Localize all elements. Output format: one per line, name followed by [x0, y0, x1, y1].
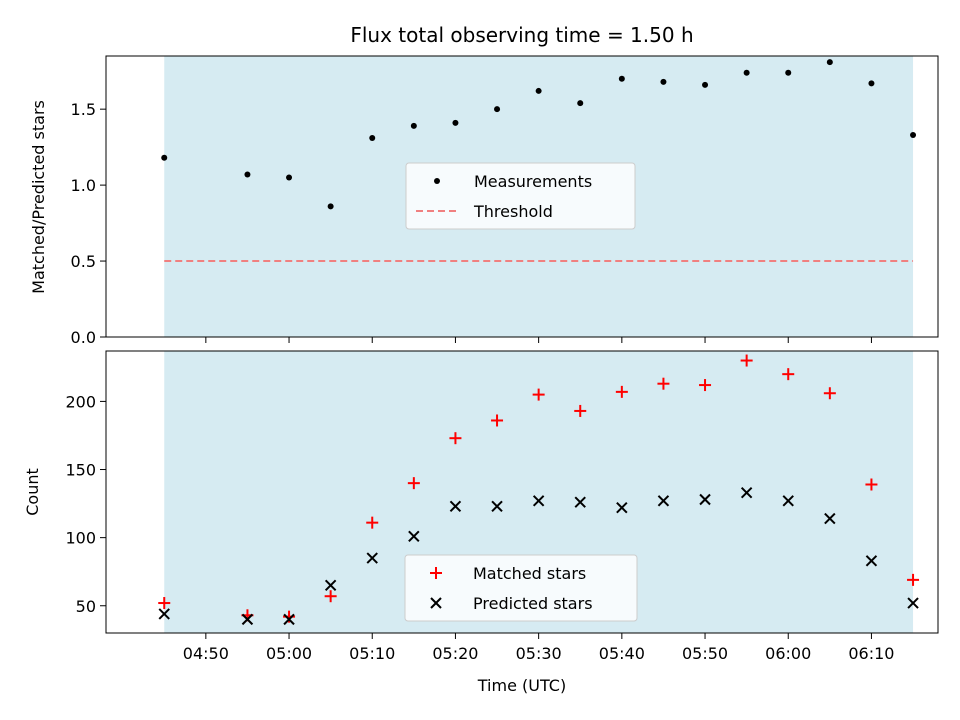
predicted-star-point — [324, 579, 337, 592]
measurement-point — [660, 78, 667, 85]
legend-marker-measurements — [434, 178, 440, 184]
measurement-point — [618, 75, 625, 82]
y-tick-label: 0.0 — [71, 328, 96, 347]
matched-star-point — [407, 477, 420, 490]
predicted-star-point — [449, 500, 462, 513]
bottom-x-ticks: 04:50 05:00 05:10 05:20 05:30 05:40 05:50 06:00… — [183, 633, 894, 663]
x-tick-label: 05:50 — [682, 644, 728, 663]
top-legend-box — [405, 162, 636, 230]
x-tick-label: 05:10 — [349, 644, 395, 663]
x-tick-label: 04:50 — [183, 644, 229, 663]
measurement-point — [702, 81, 709, 88]
count-points — [158, 354, 920, 626]
predicted-star-point — [574, 496, 586, 508]
matched-star-point — [657, 377, 670, 390]
matched-star-point — [699, 379, 712, 392]
x-tick-label: 05:20 — [432, 644, 478, 663]
measurement-points — [161, 59, 917, 210]
legend-label-threshold: Threshold — [473, 202, 553, 221]
predicted-star-point — [907, 597, 919, 609]
bottom-legend: Matched stars Predicted stars — [404, 554, 638, 622]
predicted-star-point — [740, 486, 753, 499]
matched-star-point — [782, 368, 795, 381]
predicted-star-point — [616, 501, 628, 514]
x-tick-label: 05:30 — [516, 644, 562, 663]
bottom-y-ticks: 50 100 150 200 — [65, 392, 106, 616]
legend-marker-predicted-stars — [430, 597, 442, 609]
legend-label-matched-stars: Matched stars — [473, 564, 586, 583]
measurement-point — [286, 174, 293, 181]
measurement-point — [910, 131, 917, 138]
x-tick-label: 06:10 — [848, 644, 894, 663]
measurement-point — [410, 122, 417, 129]
predicted-star-point — [782, 495, 794, 507]
matched-star-point — [740, 354, 753, 367]
matched-star-point — [823, 387, 836, 400]
predicted-star-point — [865, 555, 878, 567]
bottom-legend-box — [404, 554, 638, 622]
y-tick-label: 50 — [76, 597, 96, 616]
predicted-star-point — [491, 500, 503, 513]
measurement-point — [327, 203, 334, 210]
y-tick-label: 1.5 — [71, 100, 96, 119]
predicted-star-point — [824, 512, 836, 525]
top-x-ticks — [205, 337, 872, 343]
predicted-star-point — [408, 530, 420, 542]
bottom-panel: 50 100 150 200 04:50 05:00 05:10 05:20 05:30 05:… — [23, 350, 939, 695]
matched-star-point — [158, 597, 171, 610]
measurement-point — [743, 69, 750, 76]
bottom-y-axis-label: Count — [23, 468, 42, 516]
chart-title: Flux total observing time = 1.50 h — [350, 23, 693, 47]
matched-star-point — [574, 404, 587, 417]
predicted-star-point — [158, 608, 170, 620]
predicted-star-point — [241, 613, 254, 626]
legend-marker-matched-stars — [430, 567, 442, 579]
matched-star-point — [449, 432, 462, 445]
predicted-star-point — [699, 493, 711, 506]
x-tick-label: 05:00 — [266, 644, 312, 663]
legend-label-predicted-stars: Predicted stars — [473, 594, 593, 613]
measurement-point — [826, 59, 833, 66]
bottom-axes-frame — [105, 350, 939, 634]
legend-label-measurements: Measurements — [474, 172, 592, 191]
predicted-star-point — [366, 552, 378, 564]
measurement-point — [452, 119, 459, 126]
matched-star-point — [865, 478, 878, 491]
matched-star-point — [907, 573, 920, 586]
top-y-ticks: 0.0 0.5 1.0 1.5 — [71, 100, 106, 347]
measurement-point — [785, 69, 792, 76]
top-legend: Measurements Threshold — [405, 162, 636, 230]
predicted-star-point — [657, 495, 670, 507]
top-axes-frame — [105, 55, 939, 338]
measurement-point — [868, 80, 875, 87]
measurement-point — [369, 135, 376, 142]
measurement-point — [244, 171, 251, 178]
x-axis-label: Time (UTC) — [477, 676, 566, 695]
y-tick-label: 100 — [65, 529, 96, 548]
matched-star-point — [532, 388, 545, 401]
y-tick-label: 0.5 — [71, 252, 96, 271]
x-tick-label: 05:40 — [599, 644, 645, 663]
measurement-point — [535, 87, 542, 94]
x-tick-label: 06:00 — [765, 644, 811, 663]
y-tick-label: 1.0 — [71, 176, 96, 195]
matched-star-point — [324, 590, 337, 603]
matched-star-point — [366, 516, 379, 529]
matched-star-point — [615, 385, 628, 398]
measurement-point — [577, 100, 584, 107]
predicted-star-point — [283, 613, 295, 626]
top-panel: 0.0 0.5 1.0 1.5 Matched/Predicted stars Mea… — [29, 55, 939, 347]
matched-star-point — [491, 414, 504, 427]
y-tick-label: 150 — [65, 461, 96, 480]
top-y-axis-label: Matched/Predicted stars — [29, 100, 48, 294]
measurement-point — [161, 154, 168, 161]
measurement-point — [494, 106, 501, 113]
y-tick-label: 200 — [65, 392, 96, 411]
predicted-star-point — [532, 495, 545, 507]
